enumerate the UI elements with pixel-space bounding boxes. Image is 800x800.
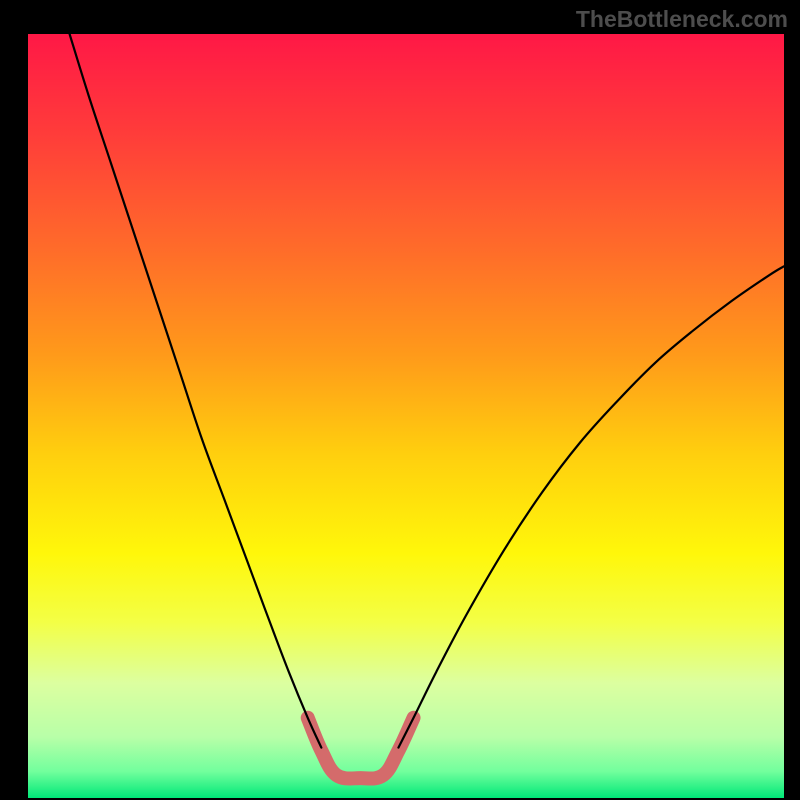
plot-background bbox=[28, 34, 784, 798]
chart-container: TheBottleneck.com bbox=[0, 0, 800, 800]
chart-svg bbox=[0, 0, 800, 800]
watermark-text: TheBottleneck.com bbox=[576, 6, 788, 33]
